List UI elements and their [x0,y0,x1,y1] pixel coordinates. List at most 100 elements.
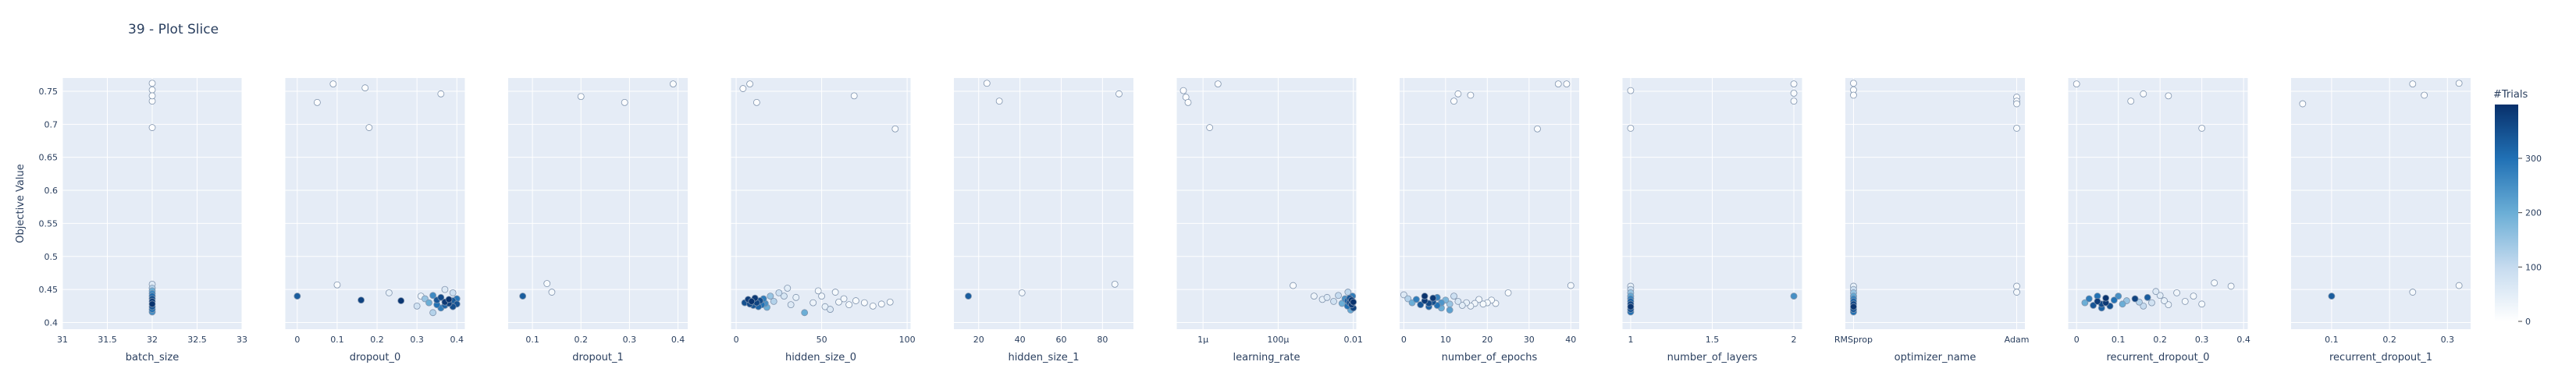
trial-point [313,98,321,106]
trial-point [2152,288,2160,296]
plot-background [731,78,911,329]
trial-point [869,302,877,310]
trial-point [860,299,868,307]
trial-point [965,292,972,300]
y-tick-label: 0.7 [44,119,59,129]
plot-background [2068,78,2248,329]
trial-point [809,299,817,307]
colorbar-tick-label: 100 [2525,262,2542,272]
subplot-number-of-epochs: 0 10 20 30 40 number_of_epochs [1400,78,1579,363]
x-tick-label: 0 [734,335,739,345]
trial-point [437,90,445,98]
x-axis-label: dropout_1 [572,352,624,363]
trial-point [413,302,421,310]
trial-point [2181,298,2189,305]
subplot-hidden-size-0: 0 50 100 hidden_size_0 [731,78,916,363]
trial-point [818,292,825,300]
trial-point [543,280,551,287]
trial-point [1850,303,1857,310]
trial-point [449,289,457,296]
trial-point [2081,299,2089,307]
x-tick-label: 0.4 [671,335,685,345]
x-tick-label: 0.01 [1343,335,1363,345]
trial-point [2013,124,2020,132]
trial-point [365,124,373,131]
x-tick-label: 0.2 [2382,335,2396,345]
plot-background [508,78,688,329]
trial-point [2085,295,2093,303]
subplot-recurrent-dropout-0: 0 0.1 0.2 0.3 0.4 recurrent_dropout_0 [2068,78,2250,363]
trial-point [2198,300,2206,308]
x-tick-label: 40 [1015,335,1026,345]
trial-point [2148,299,2155,307]
trial-point [333,281,341,289]
trial-point [1454,90,1462,98]
x-tick-label: 1 [1628,335,1633,345]
trial-point [1179,87,1187,94]
x-tick-label: 30 [1524,335,1535,345]
subplot-batch-size: 31 31.5 32 32.5 33 batch_size [57,78,247,363]
trial-point [1458,302,1466,309]
trial-point [1184,98,1192,106]
colorbar-title: #Trials [2493,89,2528,101]
trial-point [1412,296,1420,303]
trial-point [1563,80,1571,88]
trial-point [2090,302,2097,309]
trial-point [1450,98,1457,105]
trial-point [850,92,858,100]
subplot-hidden-size-1: 20 40 60 80 hidden_size_1 [954,78,1133,363]
trial-point [2115,292,2122,300]
subplot-dropout-0: 0 0.1 0.2 0.3 0.4 dropout_0 [285,78,465,363]
x-axis-label: batch_size [126,352,179,363]
trial-point [835,298,842,306]
trial-point [361,84,369,92]
subplot-optimizer-name: RMSprop Adam optimizer_name [1834,78,2029,363]
trial-point [2131,295,2139,303]
trial-point [840,295,848,303]
y-axis-label: Objective Value [15,164,27,243]
trial-point [1417,301,1425,309]
trial-point [1335,292,1342,300]
x-tick-label: 80 [1097,335,1108,345]
x-tick-label: 0.2 [370,335,384,345]
colorbar: #Trials 0 100 200 300 [2493,89,2542,327]
x-tick-label: 0.3 [410,335,424,345]
x-tick-label: 0 [2074,335,2080,345]
x-tick-label: 33 [237,335,247,345]
trial-point [877,300,885,308]
trial-point [2227,282,2235,290]
x-tick-label: 1µ [1197,335,1208,345]
trial-point [1790,90,1798,97]
x-tick-label: 2 [1791,335,1797,345]
trial-point [2156,292,2164,300]
trial-point [1627,124,1635,132]
trial-point [1018,289,1026,296]
subplot-number-of-layers: 1 1.5 2 number_of_layers [1622,78,1802,363]
plot-background [2291,78,2471,329]
x-tick-label: 0.1 [2325,335,2339,345]
trial-point [1446,307,1453,314]
subplot-dropout-1: 0.1 0.2 0.3 0.4 dropout_1 [508,78,688,363]
trial-point [827,306,834,313]
trial-point [445,296,453,303]
trial-point [801,309,809,317]
x-tick-label: 40 [1565,335,1576,345]
trial-point [621,98,628,106]
subplot-recurrent-dropout-1: 0.1 0.2 0.3 recurrent_dropout_1 [2291,78,2471,363]
trial-point [1421,292,1429,300]
x-axis-label: hidden_size_0 [785,352,856,363]
trial-point [2409,289,2417,296]
trial-point [1350,298,1357,306]
trial-point [548,289,556,296]
x-tick-label: 32.5 [187,335,207,345]
trial-point [429,309,437,317]
trial-point [2328,292,2336,300]
trial-point [2140,90,2147,98]
trial-point [2013,289,2020,296]
trial-point [1206,124,1214,131]
trial-point [1504,289,1512,296]
plot-background [1400,78,1579,329]
x-axis-label: recurrent_dropout_1 [2329,352,2432,363]
x-tick-label: 0.3 [2195,335,2209,345]
x-tick-label: 0.2 [2153,335,2167,345]
